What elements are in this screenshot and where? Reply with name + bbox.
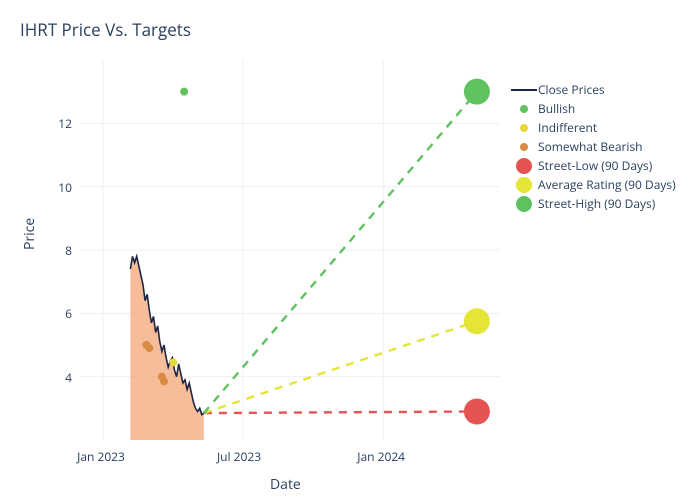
legend-label: Street-High (90 Days) (538, 195, 655, 212)
plot-area (80, 60, 500, 442)
legend-swatch (510, 196, 538, 212)
x-tick-label: Jan 2024 (357, 448, 405, 465)
target-marker-avg (464, 308, 490, 334)
close-price-area (130, 256, 204, 440)
legend-label: Average Rating (90 Days) (538, 176, 676, 193)
legend-swatch (510, 101, 538, 117)
legend-label: Street-Low (90 Days) (538, 157, 652, 174)
scatter-somewhat_bearish (160, 377, 168, 385)
target-line-avg (204, 321, 477, 413)
y-tick-label: 4 (65, 369, 72, 386)
legend-swatch (510, 120, 538, 136)
legend-swatch (510, 177, 538, 193)
legend-label: Indifferent (538, 119, 597, 136)
y-tick-label: 10 (58, 179, 72, 196)
y-tick-label: 6 (65, 305, 72, 322)
scatter-indifferent (169, 358, 177, 366)
scatter-bullish (180, 88, 188, 96)
legend: Close Prices Bullish Indifferent Somewhat B… (510, 80, 676, 213)
legend-item-avg[interactable]: Average Rating (90 Days) (510, 175, 676, 194)
legend-item-low[interactable]: Street-Low (90 Days) (510, 156, 676, 175)
legend-label: Bullish (538, 100, 575, 117)
legend-swatch (510, 158, 538, 174)
y-axis-label: Price (20, 218, 39, 250)
legend-label: Somewhat Bearish (538, 138, 643, 155)
y-tick-label: 8 (65, 242, 72, 259)
chart-container: IHRT Price Vs. Targets Date Price Close … (0, 0, 700, 500)
target-line-low (204, 412, 477, 414)
chart-title: IHRT Price Vs. Targets (20, 18, 191, 41)
legend-item-close[interactable]: Close Prices (510, 80, 676, 99)
legend-item-bullish[interactable]: Bullish (510, 99, 676, 118)
x-tick-label: Jul 2023 (217, 448, 261, 465)
y-tick-label: 12 (58, 115, 72, 132)
legend-item-high[interactable]: Street-High (90 Days) (510, 194, 676, 213)
target-line-high (204, 92, 477, 413)
legend-swatch (510, 139, 538, 155)
x-axis-label: Date (270, 475, 301, 494)
legend-item-sbear[interactable]: Somewhat Bearish (510, 137, 676, 156)
target-marker-low (464, 399, 490, 425)
legend-label: Close Prices (538, 81, 605, 98)
x-tick-label: Jan 2023 (77, 448, 125, 465)
target-marker-high (464, 79, 490, 105)
legend-swatch (510, 82, 538, 98)
legend-item-indiff[interactable]: Indifferent (510, 118, 676, 137)
scatter-somewhat_bearish (145, 344, 153, 352)
